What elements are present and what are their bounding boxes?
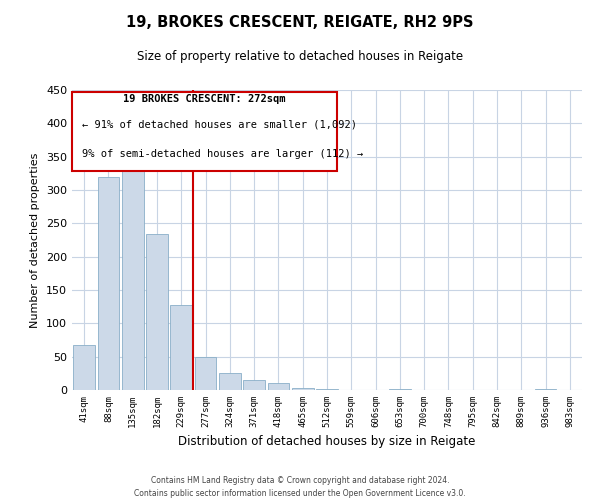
Text: Size of property relative to detached houses in Reigate: Size of property relative to detached ho… bbox=[137, 50, 463, 63]
Bar bbox=[268, 384, 289, 390]
FancyBboxPatch shape bbox=[72, 92, 337, 171]
Bar bbox=[194, 356, 217, 390]
Bar bbox=[243, 380, 265, 390]
Bar bbox=[146, 234, 168, 390]
Text: 9% of semi-detached houses are larger (112) →: 9% of semi-detached houses are larger (1… bbox=[82, 148, 364, 158]
Text: Contains HM Land Registry data © Crown copyright and database right 2024.
Contai: Contains HM Land Registry data © Crown c… bbox=[134, 476, 466, 498]
Text: 19, BROKES CRESCENT, REIGATE, RH2 9PS: 19, BROKES CRESCENT, REIGATE, RH2 9PS bbox=[126, 15, 474, 30]
Text: ← 91% of detached houses are smaller (1,092): ← 91% of detached houses are smaller (1,… bbox=[82, 120, 357, 130]
X-axis label: Distribution of detached houses by size in Reigate: Distribution of detached houses by size … bbox=[178, 436, 476, 448]
Bar bbox=[292, 388, 314, 390]
Bar bbox=[170, 306, 192, 390]
Bar bbox=[73, 346, 95, 390]
Y-axis label: Number of detached properties: Number of detached properties bbox=[31, 152, 40, 328]
Bar bbox=[219, 374, 241, 390]
Bar bbox=[122, 152, 143, 390]
Text: 19 BROKES CRESCENT: 272sqm: 19 BROKES CRESCENT: 272sqm bbox=[124, 94, 286, 104]
Bar bbox=[97, 176, 119, 390]
